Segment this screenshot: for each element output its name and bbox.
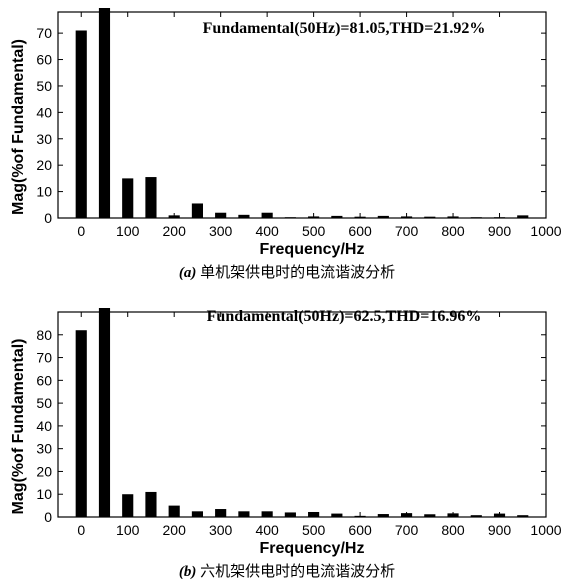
y-tick-label: 80: [36, 327, 52, 343]
bar: [191, 203, 203, 218]
y-tick-label: 60: [36, 372, 52, 388]
x-tick-label: 1000: [530, 223, 561, 239]
chart-title: Fundamental(50Hz)=81.05,THD=21.92%: [203, 20, 486, 37]
bar: [517, 515, 529, 517]
y-tick-label: 70: [36, 25, 52, 41]
bar: [238, 511, 250, 517]
x-axis-title: Frequency/Hz: [260, 540, 365, 557]
y-tick-label: 70: [36, 350, 52, 366]
chart-title: Fundamental(50Hz)=62.5,THD=16.96%: [207, 308, 482, 325]
y-tick-label: 50: [36, 395, 52, 411]
bar: [331, 215, 343, 218]
x-tick-label: 300: [209, 223, 233, 239]
x-tick-label: 0: [77, 522, 85, 538]
bar: [377, 514, 389, 517]
x-tick-label: 800: [441, 522, 465, 538]
y-tick-label: 10: [36, 486, 52, 502]
x-tick-label: 600: [348, 522, 372, 538]
bar: [424, 514, 436, 517]
x-tick-label: 500: [302, 522, 326, 538]
bar: [331, 513, 343, 517]
x-tick-label: 200: [163, 522, 187, 538]
caption-text: 六机架供电时的电流谐波分析: [196, 563, 395, 580]
bar: [98, 308, 111, 517]
x-tick-label: 700: [395, 522, 419, 538]
x-tick-label: 600: [348, 223, 372, 239]
bar: [517, 215, 529, 218]
x-tick-label: 300: [209, 522, 233, 538]
y-tick-label: 0: [44, 509, 52, 525]
bar: [191, 511, 203, 517]
x-tick-label: 100: [116, 223, 140, 239]
x-tick-label: 100: [116, 522, 140, 538]
bar: [284, 512, 296, 517]
bar: [122, 494, 134, 517]
x-axis-title: Frequency/Hz: [260, 241, 365, 258]
y-tick-label: 0: [44, 210, 52, 226]
bar: [75, 330, 87, 517]
x-tick-label: 200: [163, 223, 187, 239]
plot-frame: [57, 11, 547, 219]
x-tick-label: 700: [395, 223, 419, 239]
y-tick-label: 50: [36, 78, 52, 94]
caption-label: (b): [179, 564, 197, 580]
x-tick-label: 1000: [530, 522, 561, 538]
plot-frame: [57, 311, 547, 518]
bar: [168, 505, 180, 517]
bar: [424, 216, 436, 218]
y-tick-label: 60: [36, 52, 52, 68]
x-tick-label: 800: [441, 223, 465, 239]
bar: [145, 177, 157, 218]
figure-caption: (a) 单机架供电时的电流谐波分析: [179, 264, 395, 281]
bar: [238, 214, 250, 218]
y-axis-title: Mag(%of Fundamental): [10, 339, 27, 515]
y-tick-label: 30: [36, 131, 52, 147]
bar: [377, 215, 389, 218]
bar: [75, 30, 87, 218]
bar: [470, 515, 482, 517]
caption-label: (a): [179, 265, 197, 281]
caption-text: 单机架供电时的电流谐波分析: [196, 264, 395, 281]
x-tick-label: 900: [488, 522, 512, 538]
bar: [122, 178, 134, 218]
y-tick-label: 30: [36, 441, 52, 457]
x-tick-label: 0: [77, 223, 85, 239]
y-tick-label: 40: [36, 418, 52, 434]
bar: [98, 8, 111, 218]
y-tick-label: 40: [36, 104, 52, 120]
x-tick-label: 400: [255, 223, 279, 239]
y-tick-label: 20: [36, 463, 52, 479]
y-axis-title: Mag(%of Fundamental): [10, 39, 27, 215]
x-tick-label: 500: [302, 223, 326, 239]
figure-caption: (b) 六机架供电时的电流谐波分析: [179, 563, 395, 580]
x-tick-label: 400: [255, 522, 279, 538]
bar: [145, 491, 157, 517]
x-tick-label: 900: [488, 223, 512, 239]
y-tick-label: 20: [36, 157, 52, 173]
y-tick-label: 10: [36, 184, 52, 200]
